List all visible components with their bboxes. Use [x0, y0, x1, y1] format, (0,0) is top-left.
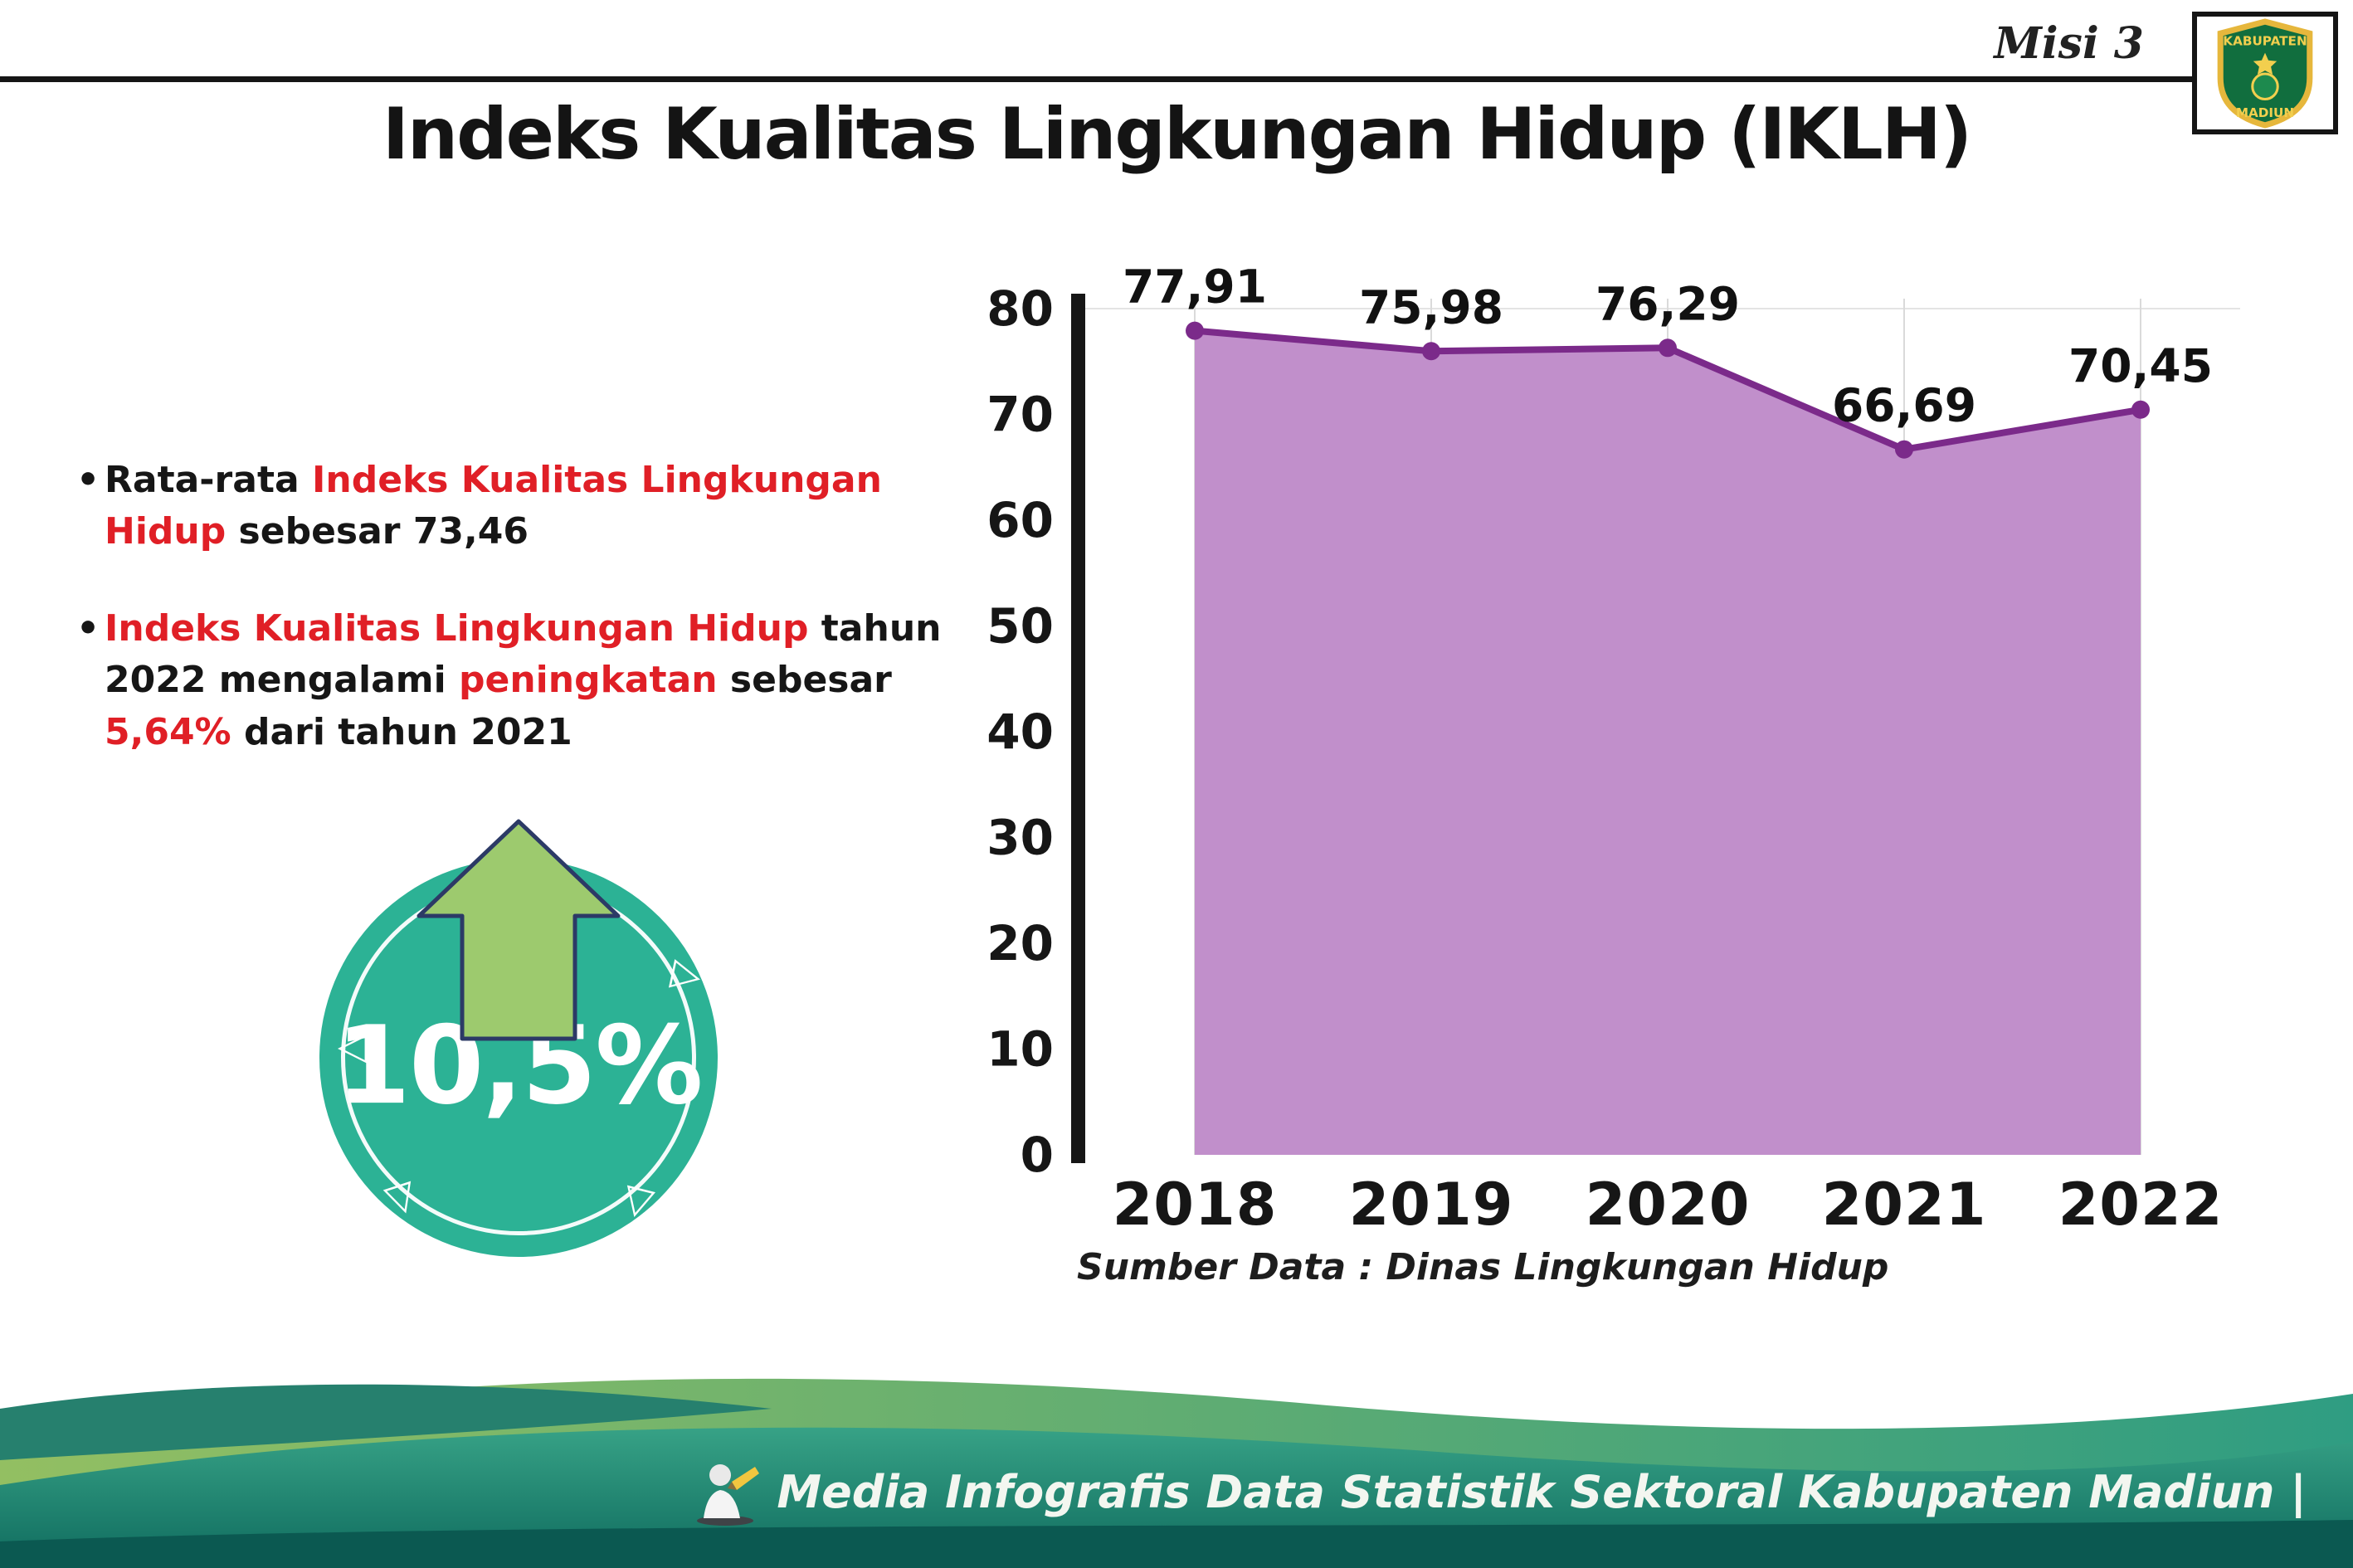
data-point — [2131, 400, 2150, 419]
area-fill — [1195, 330, 2141, 1156]
x-tick-label: 2019 — [1349, 1171, 1514, 1239]
data-point-label: 66,69 — [1832, 379, 1976, 432]
writer-icon — [697, 1464, 760, 1526]
y-axis — [1071, 294, 1085, 1163]
y-tick-label: 10 — [987, 1021, 1054, 1078]
data-point — [1895, 440, 1913, 459]
y-tick-label: 20 — [987, 915, 1054, 971]
iklh-area-chart: 0 10 20 30 40 50 60 70 80 77,91 2018 75,98 2019 76,29… — [987, 261, 2240, 1239]
data-point-label: 76,29 — [1595, 277, 1740, 330]
data-point-label: 75,98 — [1359, 280, 1503, 334]
bullet-item: • Indeks Kualitas Lingkungan Hidup tahun… — [76, 603, 968, 758]
y-tick-label: 40 — [987, 704, 1054, 760]
page-title: Indeks Kualitas Lingkungan Hidup (IKLH) — [382, 93, 1972, 176]
header-divider — [0, 76, 2192, 82]
credit-text: Media Infografis Data Statistik Sektoral… — [777, 1465, 2307, 1518]
star-icon — [2253, 52, 2277, 75]
x-tick-label: 2018 — [1113, 1171, 1278, 1239]
bullet-segment-highlight: 5,64% — [105, 710, 231, 753]
crest-icon: KABUPATEN MADIUN — [2217, 18, 2313, 129]
bullet-marker: • — [76, 459, 100, 501]
footer-wave-dark — [0, 1520, 2353, 1568]
bullet-segment: sebesar 73,46 — [226, 510, 529, 553]
increase-arrow-icon — [417, 819, 621, 1041]
bullet-segment-highlight: Indeks Kualitas Lingkungan Hidup — [105, 459, 882, 553]
pencil-tip — [728, 1482, 738, 1490]
footer-credit: Media Infografis Data Statistik Sektoral… — [690, 1457, 2307, 1527]
data-point — [1422, 342, 1440, 361]
data-point-label: 70,45 — [2068, 339, 2213, 392]
bullet-marker: • — [76, 606, 100, 650]
bullet-text: Indeks Kualitas Lingkungan Hidup tahun 2… — [105, 603, 968, 758]
x-tick-label: 2020 — [1586, 1171, 1751, 1239]
footer-waves — [0, 1378, 2353, 1568]
y-tick-label: 80 — [987, 280, 1054, 337]
triangle-icon: ◁ — [338, 1022, 368, 1068]
pencil-icon — [732, 1467, 760, 1490]
writer-body — [704, 1490, 741, 1518]
kabupaten-madiun-logo: KABUPATEN MADIUN — [2192, 12, 2338, 134]
y-tick-label: 30 — [987, 810, 1054, 866]
x-tick-label: 2021 — [1822, 1171, 1987, 1239]
bullet-segment-highlight: Indeks Kualitas Lingkungan Hidup — [105, 606, 809, 650]
triangle-icon: ▷ — [667, 948, 706, 999]
y-tick-label: 50 — [987, 598, 1054, 655]
footer-wave-accent — [0, 1384, 772, 1460]
y-tick-label: 0 — [1021, 1127, 1054, 1183]
writer-head — [709, 1464, 732, 1486]
data-point — [1659, 338, 1677, 358]
data-point — [1186, 321, 1204, 340]
bullet-text: Rata-rata Indeks Kualitas Lingkungan Hid… — [105, 455, 968, 558]
y-tick-label: 60 — [987, 492, 1054, 548]
bullet-segment: tahun 2022 mengalami — [105, 606, 942, 702]
data-source: Sumber Data : Dinas Lingkungan Hidup — [1077, 1246, 1889, 1288]
misi-label: Misi 3 — [1994, 18, 2144, 69]
y-tick-label: 70 — [987, 387, 1054, 443]
crest-top-text: KABUPATEN — [2223, 34, 2307, 49]
x-tick-label: 2022 — [2058, 1171, 2224, 1239]
crest-emblem — [2251, 72, 2279, 100]
data-point-label: 77,91 — [1123, 261, 1267, 314]
bullet-segment: sebesar — [717, 659, 892, 702]
bullet-list: • Rata-rata Indeks Kualitas Lingkungan H… — [76, 455, 968, 803]
bullet-segment: dari tahun 2021 — [231, 710, 572, 753]
bullet-item: • Rata-rata Indeks Kualitas Lingkungan H… — [76, 455, 968, 558]
crest-bottom-text: MADIUN — [2236, 105, 2294, 120]
bullet-segment-highlight: peningkatan — [459, 659, 718, 702]
bullet-segment: Rata-rata — [105, 459, 312, 501]
arrow-shape — [417, 819, 621, 1041]
